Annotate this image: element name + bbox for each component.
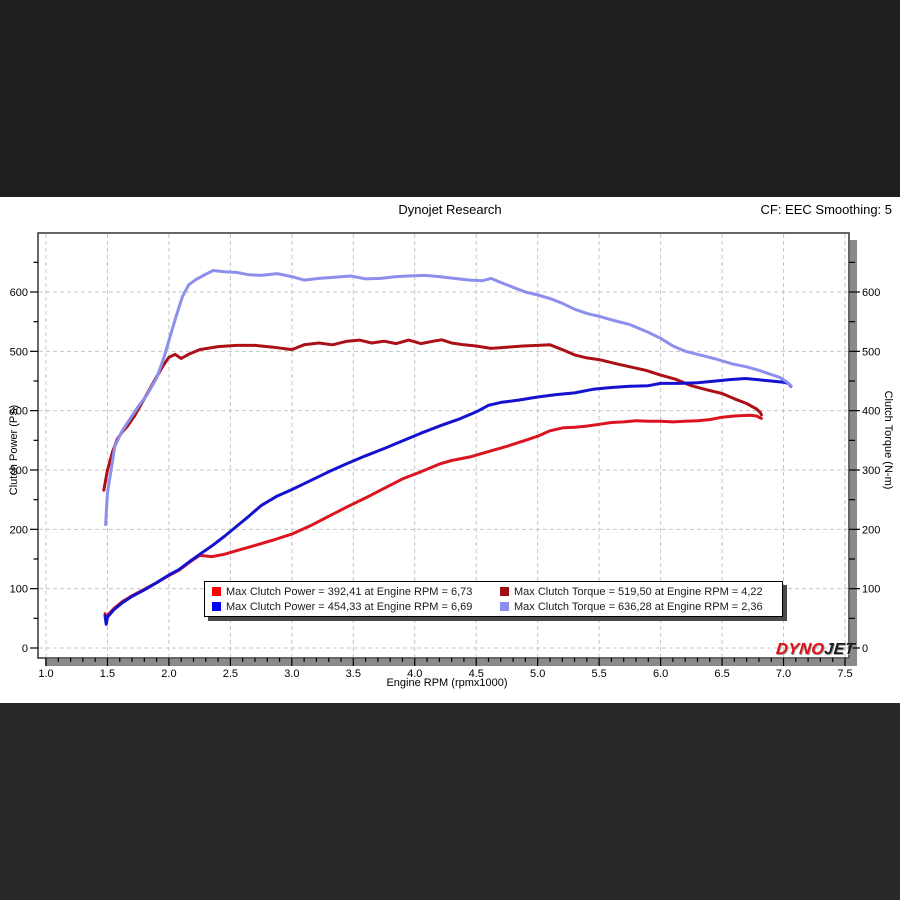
legend-item: Max Clutch Torque = 519,50 at Engine RPM… xyxy=(493,584,782,599)
smoothing-status: CF: EEC Smoothing: 5 xyxy=(760,202,893,217)
curve-clutch-torque-run2-lightblue xyxy=(104,269,793,527)
tick-label: 1.0 xyxy=(38,668,53,680)
tick-label: 2.5 xyxy=(223,668,238,680)
tick-label: 4.0 xyxy=(407,668,422,680)
axis-ticks xyxy=(30,261,860,666)
tick-label: 300 xyxy=(10,465,28,477)
legend-color-chip xyxy=(212,587,221,596)
tick-label: 400 xyxy=(10,406,28,418)
tick-label: 5.5 xyxy=(591,668,606,680)
tick-label: 5.0 xyxy=(530,668,545,680)
tick-label: 200 xyxy=(10,524,28,536)
tick-label: 200 xyxy=(862,524,880,536)
tick-label: 4.5 xyxy=(469,668,484,680)
tick-label: 7.5 xyxy=(837,668,852,680)
tick-label: 6.5 xyxy=(714,668,729,680)
tick-label: 500 xyxy=(10,346,28,358)
x-axis-title: Engine RPM (rpmx1000) xyxy=(386,677,508,689)
tick-label: 3.5 xyxy=(346,668,361,680)
tick-label: 0 xyxy=(862,643,868,655)
curve-clutch-torque-run1-darkred xyxy=(102,338,763,492)
bottom-black-bar xyxy=(0,703,900,900)
tick-label: 1.5 xyxy=(100,668,115,680)
curve-clutch-power-run2-blue xyxy=(103,377,793,626)
dynojet-logo-dyno: DYNO xyxy=(775,641,826,658)
tick-label: 7.0 xyxy=(776,668,791,680)
curves xyxy=(102,269,793,626)
legend-label: Max Clutch Torque = 519,50 at Engine RPM… xyxy=(514,585,763,598)
tick-label: 3.0 xyxy=(284,668,299,680)
dynojet-logo: DYNOJET xyxy=(775,641,856,659)
tick-label: 100 xyxy=(862,584,880,596)
dynojet-logo-jet: JET xyxy=(823,641,857,658)
tick-label: 300 xyxy=(862,465,880,477)
tick-label: 0 xyxy=(22,643,28,655)
y-axis-left-title: Clutch Power (PS) xyxy=(8,404,20,496)
dyno-chart: 1.0 1.5 2.0 2.5 3.0 3.5 4.0 4.5 5.0 5.5 6.0 6.5 7.0 7… xyxy=(10,232,881,680)
gridlines xyxy=(39,234,848,657)
legend-label: Max Clutch Power = 454,33 at Engine RPM … xyxy=(226,600,473,613)
tick-label: 6.0 xyxy=(653,668,668,680)
tick-label: 600 xyxy=(10,287,28,299)
plot-frame-shadow xyxy=(45,240,857,666)
tick-label: 400 xyxy=(862,406,880,418)
legend-item: Max Clutch Power = 454,33 at Engine RPM … xyxy=(205,599,493,614)
page-title: Dynojet Research xyxy=(398,202,502,217)
tick-label: 500 xyxy=(862,346,880,358)
top-black-bar xyxy=(0,0,900,197)
legend-color-chip xyxy=(212,602,221,611)
legend-item: Max Clutch Torque = 636,28 at Engine RPM… xyxy=(493,599,782,614)
tick-label: 100 xyxy=(10,584,28,596)
legend-label: Max Clutch Torque = 636,28 at Engine RPM… xyxy=(514,600,763,613)
legend-box: Max Clutch Power = 392,41 at Engine RPM … xyxy=(204,581,783,617)
legend-label: Max Clutch Power = 392,41 at Engine RPM … xyxy=(226,585,473,598)
legend-item: Max Clutch Power = 392,41 at Engine RPM … xyxy=(205,584,493,599)
tick-label: 600 xyxy=(862,287,880,299)
y-axis-right-title: Clutch Torque (N-m) xyxy=(882,390,894,490)
dyno-chart-page: Dynojet Research CF: EEC Smoothing: 5 1.… xyxy=(0,197,900,703)
legend-color-chip xyxy=(500,587,509,596)
tick-label: 2.0 xyxy=(161,668,176,680)
legend-color-chip xyxy=(500,602,509,611)
axis-tick-labels: 1.0 1.5 2.0 2.5 3.0 3.5 4.0 4.5 5.0 5.5 6.0 6.5 7.0 7… xyxy=(10,287,881,680)
